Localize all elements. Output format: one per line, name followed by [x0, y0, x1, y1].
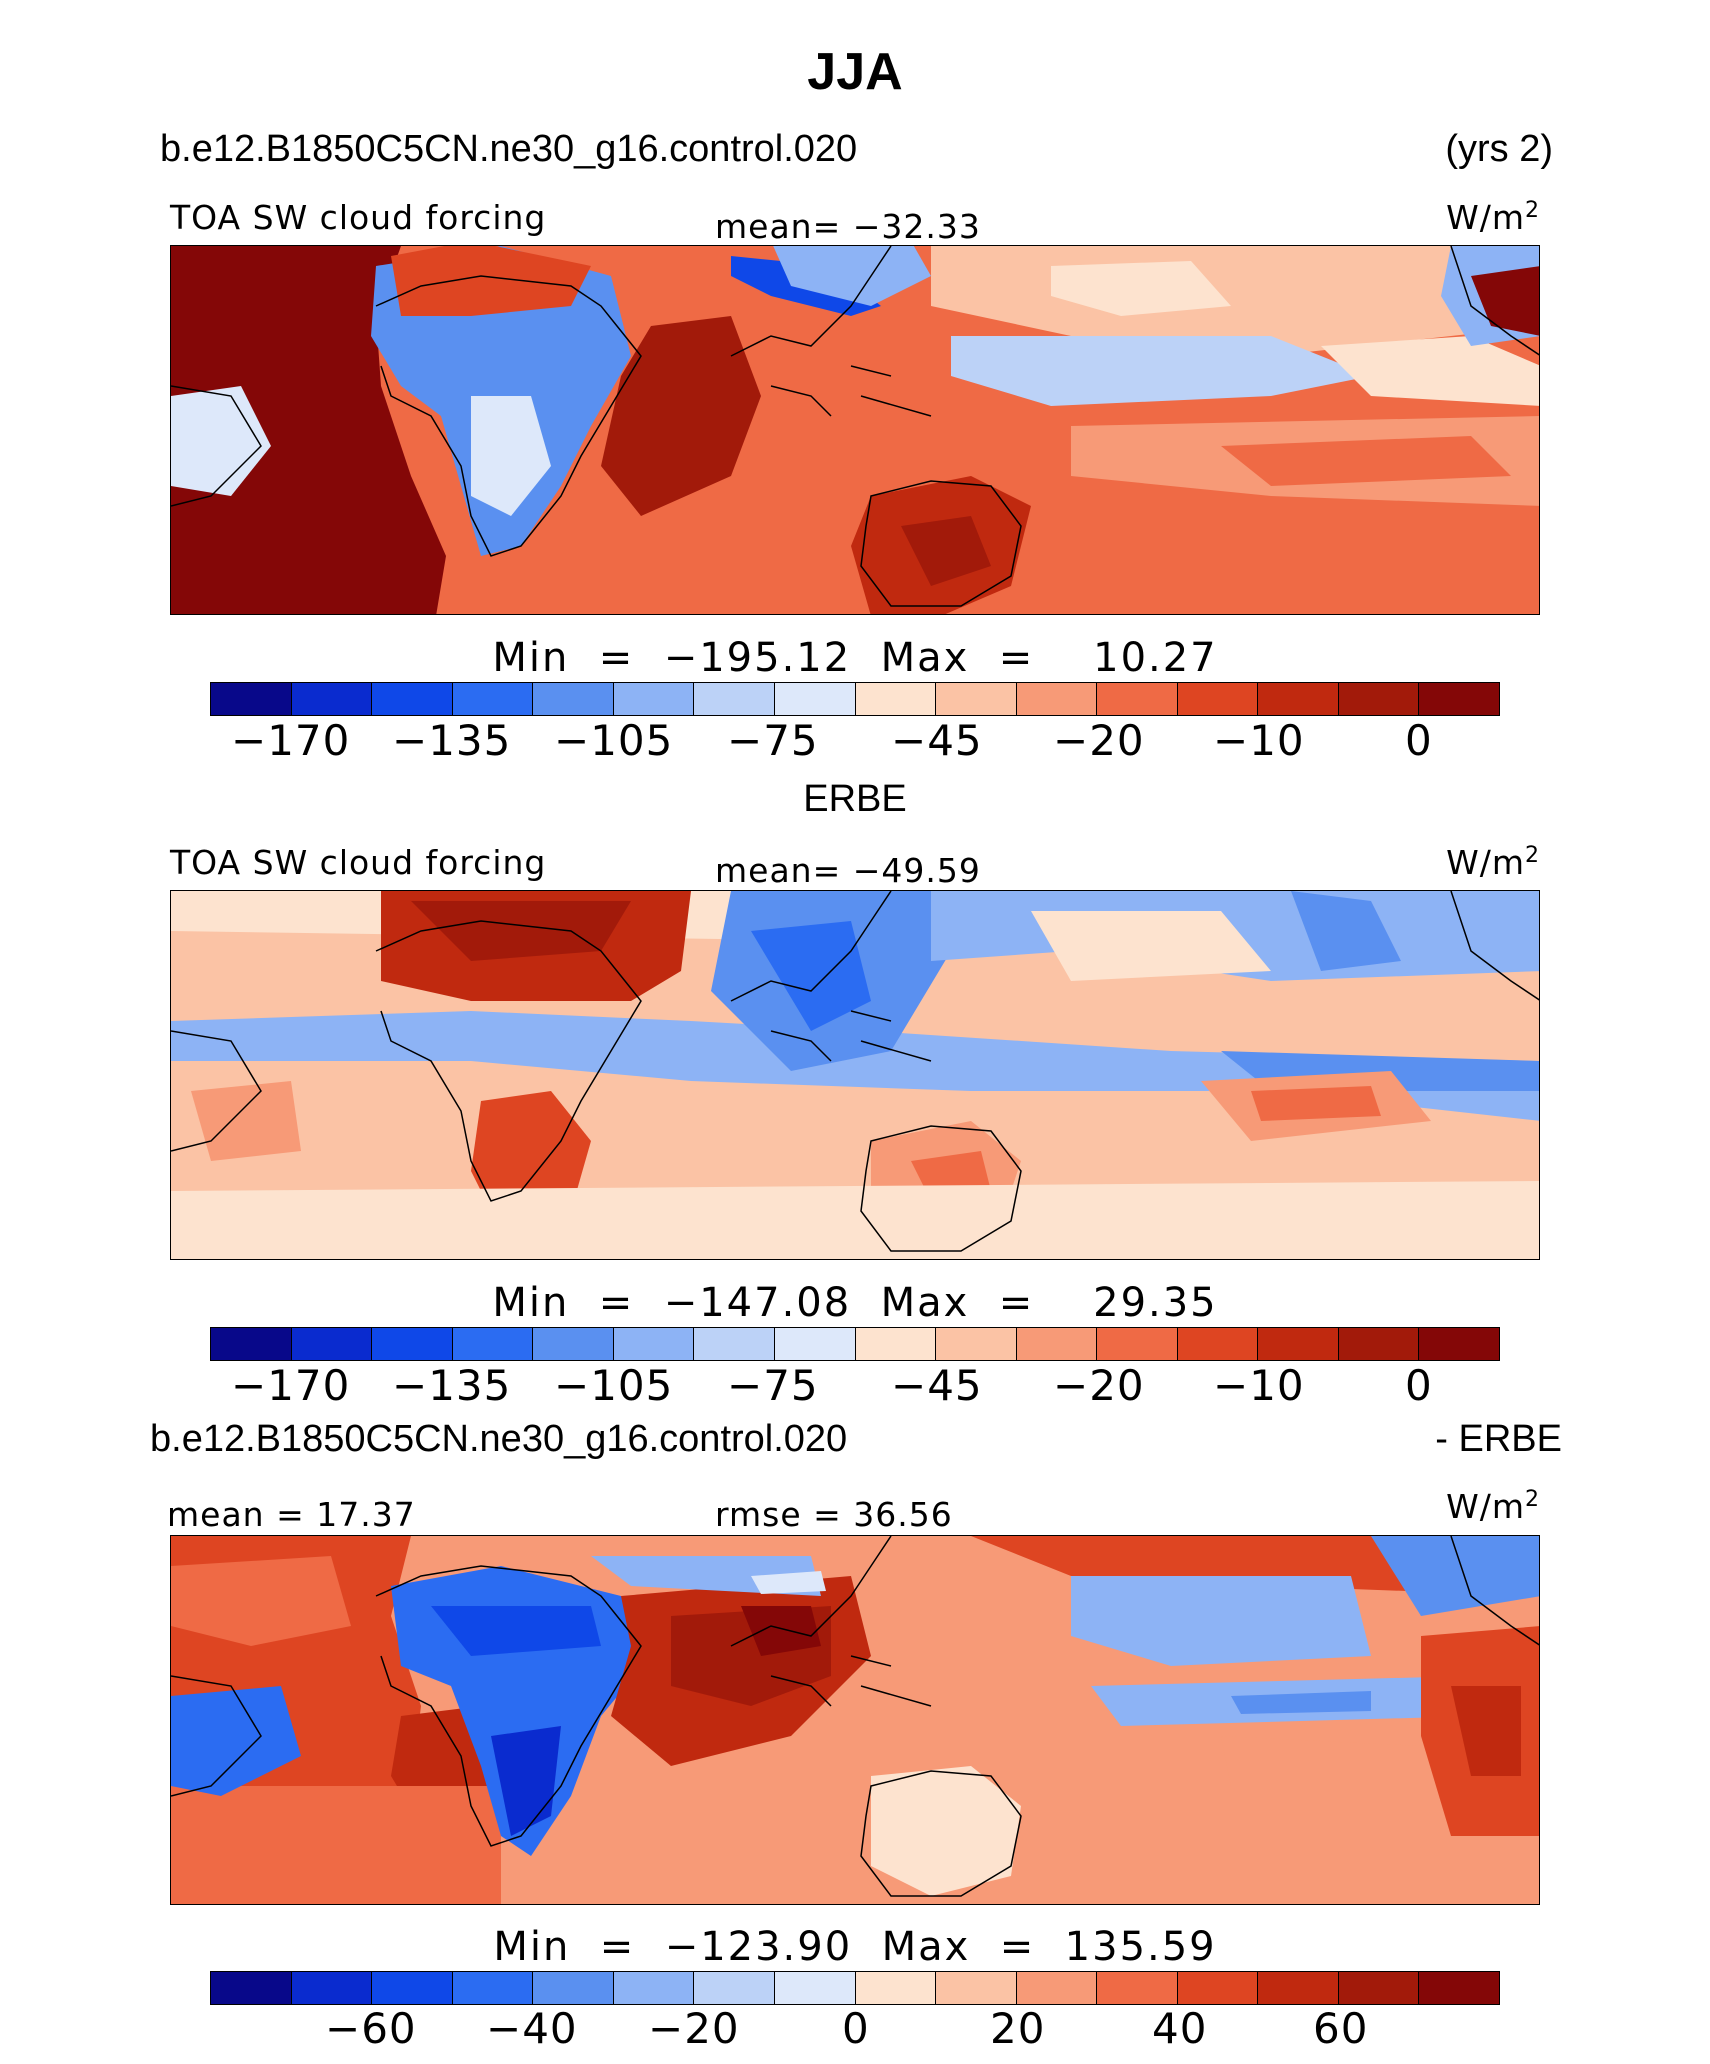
panel2-tick: −10 — [1213, 1361, 1305, 1410]
panel3-colorbar — [210, 1971, 1500, 2005]
panel1-units: W/m2 — [1446, 198, 1540, 237]
panel3-tick: −20 — [648, 2004, 740, 2053]
panel2-tick: −135 — [392, 1361, 512, 1410]
panel3-rmse-label: rmse = 36.56 — [715, 1495, 953, 1534]
panel2-tick: −20 — [1053, 1361, 1145, 1410]
panel2-colorbar-ticks: −170 −135 −105 −75 −45 −20 −10 0 — [0, 1361, 1710, 1411]
panel3-case-suffix: - ERBE — [1435, 1418, 1562, 1460]
panel2-colorbar — [210, 1327, 1500, 1361]
panel1-mean-label: mean= −32.33 — [715, 207, 981, 246]
panel3-tick: 20 — [990, 2004, 1046, 2053]
panel1-colorbar-ticks: −170 −135 −105 −75 −45 −20 −10 0 — [0, 716, 1710, 766]
panel2-tick: 0 — [1405, 1361, 1433, 1410]
panel2-tick: −75 — [727, 1361, 819, 1410]
panel1-tick: −10 — [1213, 716, 1305, 765]
panel1-case-name: b.e12.B1850C5CN.ne30_g16.control.020 — [160, 128, 858, 170]
panel3-case-name: b.e12.B1850C5CN.ne30_g16.control.020 — [150, 1418, 848, 1460]
panel1-tick: −75 — [727, 716, 819, 765]
panel1-minmax: Min = −195.12 Max = 10.27 — [492, 635, 1218, 681]
panel2-header: ERBE — [803, 778, 907, 820]
panel1-variable-label: TOA SW cloud forcing — [170, 198, 547, 237]
panel1-map — [170, 245, 1540, 615]
panel1-tick: −135 — [392, 716, 512, 765]
panel2-map — [170, 890, 1540, 1260]
panel3-colorbar-ticks: −60 −40 −20 0 20 40 60 — [0, 2004, 1710, 2054]
panel1-tick: 0 — [1405, 716, 1433, 765]
panel3-tick: −40 — [486, 2004, 578, 2053]
panel3-tick: 60 — [1313, 2004, 1369, 2053]
panel2-units: W/m2 — [1446, 843, 1540, 882]
panel1-colorbar — [210, 682, 1500, 716]
panel3-tick: 0 — [842, 2004, 870, 2053]
panel1-tick: −20 — [1053, 716, 1145, 765]
panel3-map — [170, 1535, 1540, 1905]
panel1-tick: −105 — [554, 716, 674, 765]
panel1-case-suffix: (yrs 2) — [1445, 128, 1553, 170]
panel1-tick: −170 — [231, 716, 351, 765]
figure-title: JJA — [807, 43, 903, 101]
panel2-variable-label: TOA SW cloud forcing — [170, 843, 547, 882]
panel2-tick: −105 — [554, 1361, 674, 1410]
panel2-mean-label: mean= −49.59 — [715, 851, 981, 890]
panel2-tick: −45 — [891, 1361, 983, 1410]
panel3-tick: 40 — [1152, 2004, 1208, 2053]
panel2-tick: −170 — [231, 1361, 351, 1410]
panel3-minmax: Min = −123.90 Max = 135.59 — [493, 1924, 1217, 1970]
panel2-minmax: Min = −147.08 Max = 29.35 — [492, 1280, 1218, 1326]
panel3-units: W/m2 — [1446, 1487, 1540, 1526]
panel3-tick: −60 — [325, 2004, 417, 2053]
panel1-tick: −45 — [891, 716, 983, 765]
panel3-mean-label: mean = 17.37 — [167, 1495, 416, 1534]
